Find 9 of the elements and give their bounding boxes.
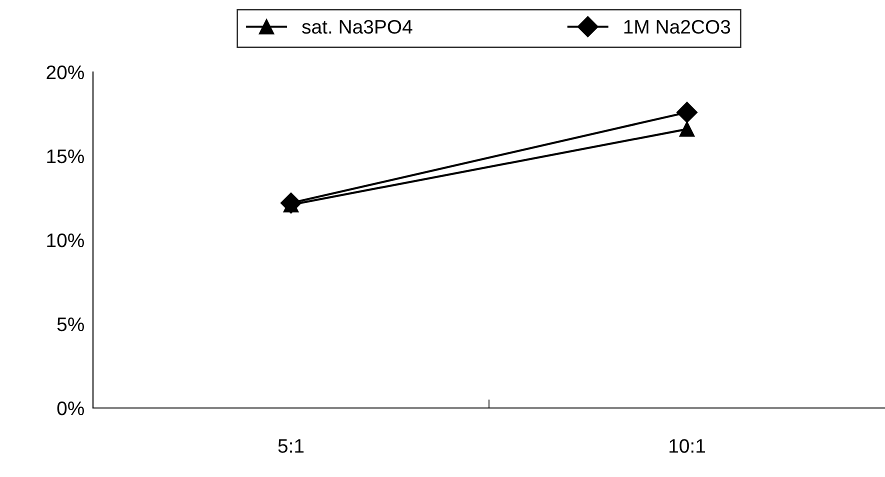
x-tick-label: 5:1	[278, 439, 304, 453]
y-tick-label: 20%	[46, 65, 84, 80]
legend-label: 1M Na2CO3	[624, 20, 730, 34]
x-tick-label: 10:1	[670, 439, 705, 453]
legend-label: sat. Na3PO4	[302, 20, 412, 34]
y-tick-label: 0%	[57, 401, 84, 416]
y-tick-label: 10%	[47, 233, 84, 248]
y-tick-label: 5%	[57, 318, 84, 332]
y-tick-label: 15%	[47, 150, 84, 164]
